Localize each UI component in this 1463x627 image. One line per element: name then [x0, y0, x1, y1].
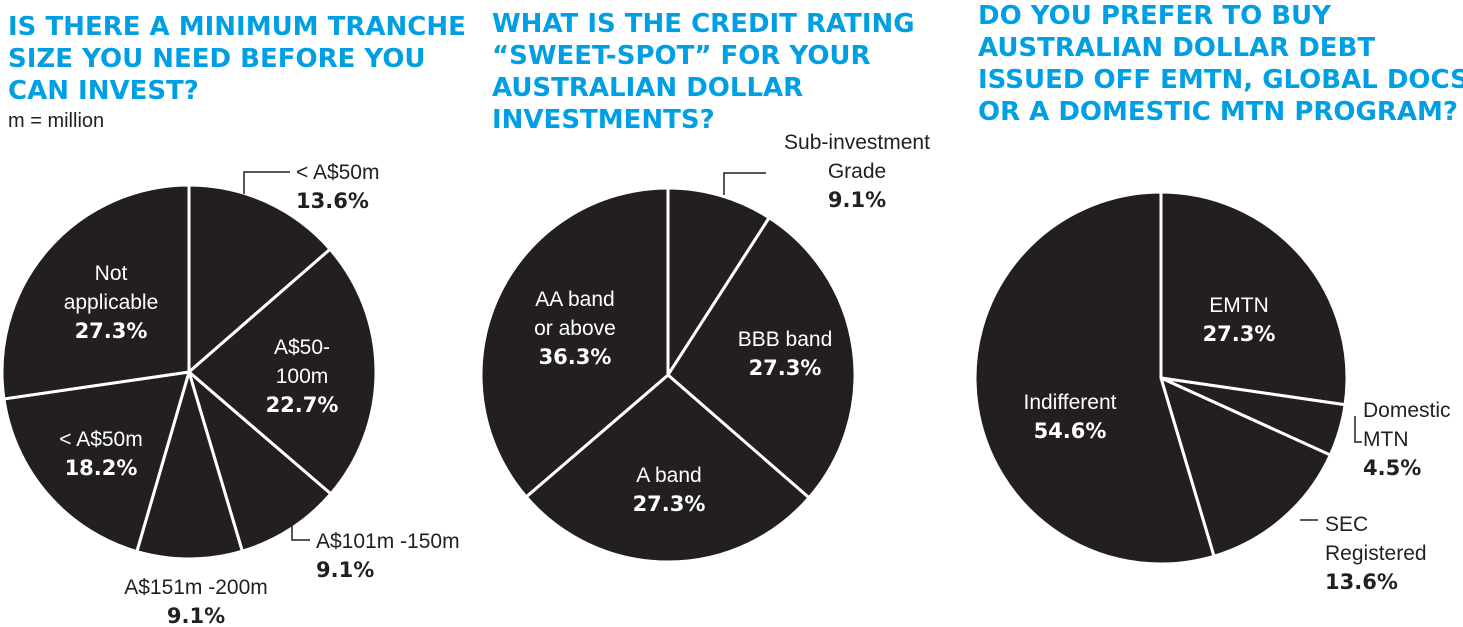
pie-slice — [187, 370, 333, 553]
pie-slice — [187, 183, 332, 374]
slice-label: 100m — [276, 365, 329, 388]
chart-1-title-line: IS THERE A MINIMUM TRANCHE — [8, 12, 466, 42]
pie-slice — [2, 370, 191, 554]
slice-label: Grade — [828, 160, 886, 183]
leader-line — [243, 171, 290, 194]
slice-percent-label: 27.3% — [1203, 322, 1276, 346]
slice-label: A$151m -200m — [124, 576, 268, 599]
slice-label: < A$50m — [296, 161, 379, 184]
slice-label: AA band — [535, 288, 614, 311]
slice-label: or above — [534, 317, 616, 340]
chart-3-title-line: OR A DOMESTIC MTN PROGRAM? — [978, 97, 1458, 127]
pie-slice — [666, 186, 771, 377]
slice-label: Domestic — [1363, 399, 1451, 422]
pie-slice — [0, 183, 191, 401]
slice-label: A$101m -150m — [316, 530, 460, 553]
slice-percent-label: 54.6% — [1034, 419, 1107, 443]
chart-3-title-line: DO YOU PREFER TO BUY — [978, 1, 1332, 31]
chart-1-note: m = million — [8, 110, 104, 132]
leader-line — [291, 520, 310, 541]
chart-2-title-line: AUSTRALIAN DOLLAR — [492, 73, 803, 103]
slice-label: SEC — [1325, 513, 1368, 536]
pie-slice — [973, 190, 1216, 566]
slice-label: BBB band — [738, 328, 833, 351]
slice-percent-label: 9.1% — [167, 604, 225, 627]
slice-percent-label: 18.2% — [65, 456, 138, 480]
slice-percent-label: 27.3% — [75, 319, 148, 343]
pie-slice — [1159, 190, 1349, 407]
chart-2-title-line: INVESTMENTS? — [492, 105, 715, 135]
slice-percent-label: 4.5% — [1363, 456, 1421, 480]
slice-label: < A$50m — [59, 428, 142, 451]
slice-percent-label: 9.1% — [316, 558, 374, 582]
slice-percent-label: 36.3% — [539, 345, 612, 369]
leader-line — [723, 172, 766, 195]
pie-slice — [666, 216, 857, 500]
chart-2-title-line: “SWEET-SPOT” FOR YOUR — [492, 41, 871, 71]
leader-line — [1354, 416, 1362, 443]
slice-label: A$50- — [274, 336, 330, 359]
slice-percent-label: 13.6% — [1325, 570, 1398, 594]
slice-percent-label: 27.3% — [633, 492, 706, 516]
chart-3-title-line: AUSTRALIAN DOLLAR DEBT — [978, 33, 1375, 63]
pie-slice — [187, 247, 378, 496]
chart-3-title-line: ISSUED OFF EMTN, GLOBAL DOCS — [978, 65, 1463, 95]
chart-2-title-line: WHAT IS THE CREDIT RATING — [492, 9, 915, 39]
chart-1-title-line: SIZE YOU NEED BEFORE YOU — [8, 44, 426, 74]
chart-1-title-line: CAN INVEST? — [8, 76, 199, 106]
pie-slice — [1159, 376, 1332, 558]
slice-percent-label: 22.7% — [266, 393, 339, 417]
pie-slice — [479, 186, 670, 499]
slice-label: Registered — [1325, 542, 1427, 565]
pie-chart-2: WHAT IS THE CREDIT RATING“SWEET-SPOT” FO… — [479, 9, 930, 564]
slice-label: A band — [636, 464, 701, 487]
slice-percent-label: 27.3% — [749, 356, 822, 380]
slice-percent-label: 13.6% — [296, 189, 369, 213]
slice-label: EMTN — [1209, 294, 1269, 317]
slice-label: Indifferent — [1023, 391, 1116, 414]
slice-percent-label: 9.1% — [828, 188, 886, 212]
slice-label: applicable — [64, 291, 159, 314]
slice-label: MTN — [1363, 428, 1409, 451]
pie-slice — [135, 370, 244, 561]
slice-label: Sub-investment — [784, 131, 930, 154]
pie-slice — [524, 373, 811, 564]
slice-label: Not — [95, 262, 128, 285]
